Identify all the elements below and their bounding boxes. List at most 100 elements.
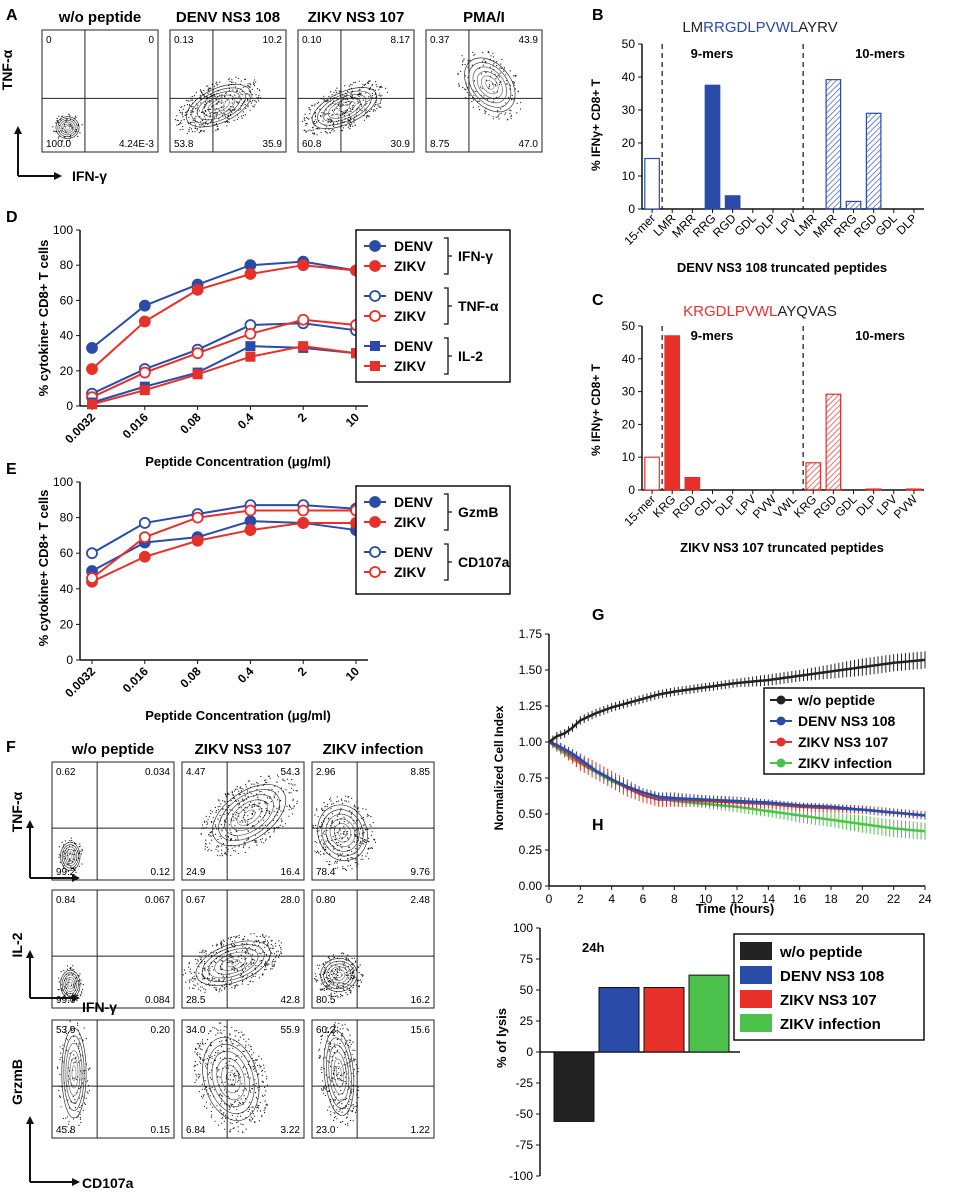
f-r2-c2-event [341, 1024, 343, 1026]
f-r2-c2-event [348, 1057, 350, 1059]
a-plot-2-event [338, 92, 341, 94]
a-plot-1-event [233, 119, 235, 121]
f-r0-c1-event [273, 805, 275, 807]
f-r1-c1-event [254, 949, 257, 951]
a-plot-2-event [342, 94, 344, 96]
l2-series-line [91, 318, 357, 399]
f-r0-c1-event [242, 803, 245, 806]
a-plot-1-event [205, 111, 207, 113]
f-r0-c1-event [289, 806, 291, 808]
f-r0-c2-event [323, 830, 325, 832]
a-plot-0-event [74, 130, 76, 133]
a-plot-2-event [359, 108, 361, 111]
f-r2-c2-event [345, 1076, 347, 1078]
f-r2-c0-event [78, 1033, 80, 1035]
a-plot-2-event [327, 100, 329, 102]
f-r0-c1-event [204, 821, 206, 824]
a-plot-1-event [201, 111, 203, 113]
a-plot-2-event [346, 95, 348, 97]
a-plot-2-event [325, 109, 327, 111]
f-r1-c1-event [223, 977, 225, 979]
a-plot-3-event [500, 81, 502, 83]
f-r2-c1-event [238, 1077, 240, 1079]
a-plot-3-event [458, 85, 460, 87]
a-plot-1-event [196, 127, 198, 130]
a-plot-2-event [330, 104, 332, 106]
l2-legend-label: ZIKV [394, 358, 427, 374]
f-r0-c1-event [252, 840, 254, 842]
f-r0-c2-event [327, 839, 329, 841]
f-r0-c1-event [269, 796, 271, 798]
f-r0-c2-q-lr: 9.76 [411, 867, 431, 878]
a-plot-2-event [361, 87, 363, 89]
f-r0-c1-event [267, 775, 269, 777]
a-plot-1-event [196, 107, 198, 109]
a-plot-1-event [237, 90, 239, 92]
f-r1-c2-event [316, 979, 318, 981]
f-r2-c1-event [238, 1032, 240, 1034]
a-plot-0-event [65, 119, 67, 121]
f-r2-c1-event [218, 1095, 220, 1097]
f-r1-c1-event [235, 936, 237, 938]
f-r1-c1-event [221, 981, 223, 983]
f-r0-c1-contour [224, 794, 274, 836]
f-r2-c1-event [208, 1032, 210, 1035]
f-r1-c1-event [274, 953, 276, 955]
f-r2-c0-contour [69, 1057, 79, 1089]
f-r0-c2-event [338, 822, 341, 825]
f-r1-c2-event [340, 987, 342, 989]
f-r2-c1-event [207, 1073, 209, 1075]
f-r2-c2-event [356, 1095, 358, 1097]
f-r2-c1-event [199, 1045, 201, 1047]
f-r0-c0-event [60, 855, 62, 857]
f-r0-c2-event [370, 816, 372, 818]
f-r1-c2-event [337, 996, 339, 998]
f-r2-c1-event [225, 1104, 227, 1106]
f-r2-c0-event [80, 1121, 82, 1124]
f-r0-c2-event [322, 846, 324, 848]
f-r2-c0-event [82, 1109, 84, 1111]
a-plot-1-event [197, 108, 199, 110]
f-r1-c0-event [65, 973, 68, 975]
f-r2-c2-contour [330, 1051, 347, 1095]
f-r2-c1-event [213, 1089, 216, 1091]
l3-series-line [91, 509, 356, 579]
f-r2-c2-event [337, 1029, 339, 1031]
a-plot-1-event [176, 124, 178, 126]
f-r2-c1-event [201, 1049, 203, 1051]
f-r1-c1-event [257, 965, 259, 967]
f-r1-c1-event [253, 942, 255, 944]
f-r2-c1-event [242, 1067, 244, 1069]
f-r2-c2-event [321, 1066, 323, 1068]
f-r2-c1-event [237, 1130, 239, 1132]
f-r2-c2-event [342, 1083, 344, 1085]
f-r0-c1-event [251, 783, 253, 785]
f-r1-c1-event [214, 984, 216, 986]
a-plot-2-event [370, 97, 372, 99]
f-r0-c2-event [351, 850, 353, 853]
f-r2-c2-event [330, 1077, 333, 1079]
a-plot-1-event [209, 116, 211, 118]
f-r1-c2-event [330, 958, 332, 960]
f-r2-c2-event [323, 1048, 326, 1050]
a-plot-3-event [463, 58, 465, 60]
f-r1-c2-event [331, 970, 333, 972]
a-plot-2-event [328, 119, 330, 121]
f-r2-c1-event [246, 1068, 248, 1070]
f-r1-c1-event [267, 942, 269, 944]
f-r2-c1-event [229, 1079, 231, 1081]
f-r0-c2-event [346, 833, 348, 835]
a-plot-3-event [480, 86, 482, 88]
a-plot-1-event [180, 121, 182, 123]
f-r1-c1-frame [181, 889, 305, 1009]
f-r1-c2-event [345, 992, 347, 994]
f-r2-c0-event [73, 1040, 76, 1042]
f-r2-c1-event [196, 1053, 198, 1055]
f-r1-c2-event [319, 988, 321, 990]
a-plot-2-event [314, 103, 316, 105]
f-r2-c2-event [336, 1103, 338, 1105]
f-r2-c1-event [220, 1103, 222, 1105]
f-r2-c1-event [220, 1029, 222, 1031]
f-r2-c2-event [335, 1066, 337, 1068]
g-legend-box [763, 687, 925, 775]
